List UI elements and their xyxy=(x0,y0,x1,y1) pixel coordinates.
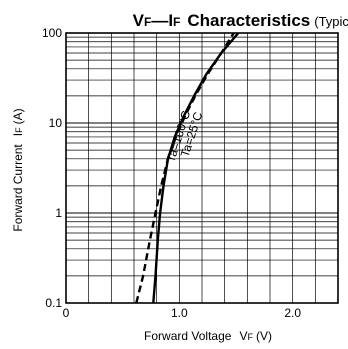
title-i: I xyxy=(168,11,173,30)
y-tick-label: 1 xyxy=(55,206,62,220)
annotations-group: Ta=100°CTa=25°C xyxy=(163,109,205,164)
y-tick-label: 0.1 xyxy=(45,296,62,310)
title-main: Characteristics xyxy=(187,11,310,30)
y-tick-label: 10 xyxy=(49,116,63,130)
y-axis-label: Forward Current IF (A) xyxy=(11,108,25,231)
title-i-sub: F xyxy=(173,15,180,29)
x-tick-label: 1.0 xyxy=(171,306,188,320)
y-tick-label: 100 xyxy=(42,26,62,40)
series-group xyxy=(135,32,240,304)
series-line-ta-25c xyxy=(152,32,240,304)
x-axis-label-unit: (V) xyxy=(256,329,272,343)
x-axis-label-sub: F xyxy=(247,332,253,342)
x-tick-label: 0 xyxy=(63,306,70,320)
x-axis-label-v: V xyxy=(239,329,247,343)
y-axis-label-i: I xyxy=(11,133,25,136)
tick-labels-group: 0 1.0 2.0 0.1 1 10 100 xyxy=(42,26,301,320)
title-suffix: (Typical) xyxy=(314,14,348,29)
grid xyxy=(66,33,338,303)
x-tick-label: 2.0 xyxy=(284,306,301,320)
y-axis-label-unit: (A) xyxy=(11,108,25,124)
y-axis-label-text: Forward Current xyxy=(11,144,25,232)
title-dash: — xyxy=(151,11,168,30)
x-axis-label: Forward Voltage VF (V) xyxy=(144,329,272,343)
title-v: V xyxy=(133,11,145,30)
x-axis-label-text: Forward Voltage xyxy=(144,329,232,343)
y-axis-label-sub: F xyxy=(14,127,24,133)
plot-frame xyxy=(65,32,339,304)
series-line-ta-100c xyxy=(135,32,235,304)
title-v-sub: F xyxy=(144,15,151,29)
